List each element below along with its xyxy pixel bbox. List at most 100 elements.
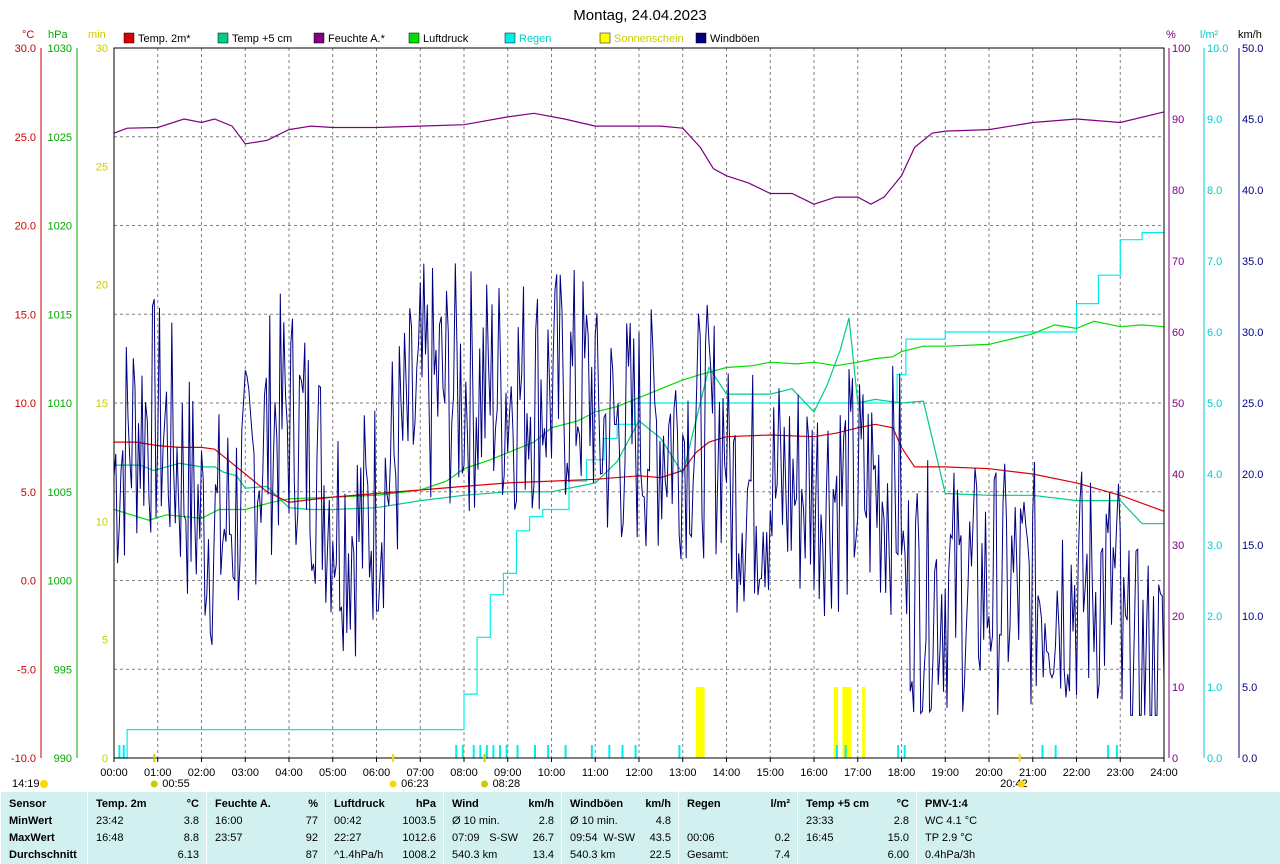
table-column: Sensor MinWert MaxWert Durchschnitt <box>0 792 88 864</box>
x-tick-label: 18:00 <box>888 767 916 779</box>
x-tick-label: 14:00 <box>713 767 741 779</box>
axis-tick-min: 10 <box>96 516 108 528</box>
axis-tick-rain: 6.0 <box>1207 327 1222 339</box>
table-column: Temp. 2m °C 23:42 3.8 16:48 8.8 6.13 <box>87 792 207 864</box>
table-cell-value: 13.4 <box>532 849 554 861</box>
x-tick-label: 05:00 <box>319 767 347 779</box>
x-tick-label: 00:00 <box>100 767 128 779</box>
table-unit: °C <box>896 798 909 810</box>
legend-swatch <box>313 32 325 44</box>
sun-icon <box>1018 780 1026 788</box>
axis-tick-gust: 40.0 <box>1242 185 1263 197</box>
table-cell: WC 4.1 °C <box>925 815 978 827</box>
rain-event-tick <box>608 745 611 758</box>
table-cell: Ø 10 min. <box>570 815 618 827</box>
axis-tick-rain: 0.0 <box>1207 753 1222 765</box>
rain-event-tick <box>621 745 624 758</box>
axis-tick-gust: 25.0 <box>1242 398 1263 410</box>
table-column: Feuchte A.% 16:00 77 23:57 92 87 <box>206 792 326 864</box>
series-lines <box>113 111 1165 759</box>
moon-icon <box>40 780 48 788</box>
rain-event-tick <box>485 745 488 758</box>
table-header: Regen <box>687 798 721 810</box>
table-unit: °C <box>186 798 199 810</box>
table-cell-value: 87 <box>305 849 318 861</box>
axis-tick-temp: 25.0 <box>15 132 36 144</box>
table-header: Luftdruck <box>334 798 385 810</box>
axis-tick-gust: 0.0 <box>1242 753 1257 765</box>
table-cell-direction: S-SW <box>489 832 518 844</box>
table-header: Feuchte A. <box>215 798 271 810</box>
table-column: Windböen km/h Ø 10 min. 4.8 09:54 W-SW 43.5 540… <box>561 792 679 864</box>
statistics-table: Sensor MinWert MaxWert Durchschnitt Temp. 2m… <box>0 792 1280 864</box>
table-unit: % <box>308 798 318 810</box>
table-header: PMV-1:4 <box>925 798 968 810</box>
axis-unit-min: min <box>88 29 106 41</box>
rain-event-tick <box>1107 745 1110 758</box>
axis-tick-rain: 3.0 <box>1207 540 1222 552</box>
axis-tick-pressure: 1005 <box>48 487 72 499</box>
axis-tick-temp: -5.0 <box>17 664 36 676</box>
x-tick-label: 11:00 <box>582 767 609 779</box>
table-column: Temp +5 cm °C 23:33 2.8 16:45 15.0 6.00 <box>797 792 917 864</box>
table-cell: 540.3 km <box>452 849 498 861</box>
legend-swatch <box>695 32 707 44</box>
sunshine-bar <box>842 687 852 758</box>
table-unit: km/h <box>528 798 554 810</box>
axis-tick-pressure: 1010 <box>48 398 72 410</box>
rain-event-tick <box>479 745 482 758</box>
windboeen-line <box>113 263 1165 716</box>
table-cell-direction: W-SW <box>603 832 635 844</box>
axis-tick-rain: 2.0 <box>1207 611 1222 623</box>
axis-tick-gust: 50.0 <box>1242 43 1263 55</box>
legend-label: Regen <box>519 33 551 45</box>
table-cell-value: 0.2 <box>774 832 790 844</box>
x-tick-label: 12:00 <box>625 767 653 779</box>
axis-tick-rain: 8.0 <box>1207 185 1222 197</box>
x-tick-label: 01:00 <box>144 767 172 779</box>
sunshine-bar <box>695 687 705 758</box>
table-cell: MaxWert <box>9 832 55 844</box>
x-tick-label: 10:00 <box>538 767 566 779</box>
axis-tick-temp: 15.0 <box>15 309 36 321</box>
x-tick-label: 06:00 <box>363 767 391 779</box>
table-header: Wind <box>452 798 479 810</box>
rain-event-tick <box>564 745 567 758</box>
sun-icon <box>389 780 397 788</box>
table-cell: TP 2.9 °C <box>925 832 973 844</box>
table-cell: Durchschnitt <box>9 849 77 861</box>
x-tick-label: 20:00 <box>975 767 1003 779</box>
x-tick-label: 04:00 <box>275 767 303 779</box>
rain-event-tick <box>844 745 847 758</box>
rain-event-tick <box>897 745 900 758</box>
axis-tick-pressure: 1000 <box>48 576 72 588</box>
table-cell-value: 2.8 <box>538 815 554 827</box>
table-cell: 00:42 <box>334 815 362 827</box>
axis-tick-humidity: 80 <box>1172 185 1184 197</box>
table-cell-value: 77 <box>305 815 318 827</box>
rain-line <box>114 232 1164 759</box>
x-tick-label: 22:00 <box>1063 767 1091 779</box>
legend-label: Windböen <box>710 33 760 45</box>
temp2m-line <box>114 423 1165 512</box>
table-cell: Ø 10 min. <box>452 815 500 827</box>
axis-tick-min: 20 <box>96 280 108 292</box>
rain-event-tick <box>547 745 550 758</box>
rain-event-tick <box>590 745 593 758</box>
axis-tick-humidity: 50 <box>1172 398 1184 410</box>
table-cell: 23:33 <box>806 815 834 827</box>
x-tick-label: 21:00 <box>1019 767 1047 779</box>
axis-tick-temp: 5.0 <box>21 487 36 499</box>
rain-event-tick <box>516 745 519 758</box>
legend-swatch <box>123 32 135 44</box>
axis-tick-min: 30 <box>96 43 108 55</box>
rain-event-tick <box>1115 745 1118 758</box>
table-cell-value: 1012.6 <box>402 832 436 844</box>
axis-tick-gust: 45.0 <box>1242 114 1263 126</box>
x-tick-label: 03:00 <box>231 767 259 779</box>
legend-label: Temp +5 cm <box>232 33 292 45</box>
table-cell: ^1.4hPa/h <box>334 849 384 861</box>
table-cell-value: 43.5 <box>649 832 671 844</box>
axis-tick-min: 0 <box>102 753 108 765</box>
table-cell: Gesamt: <box>687 849 729 861</box>
